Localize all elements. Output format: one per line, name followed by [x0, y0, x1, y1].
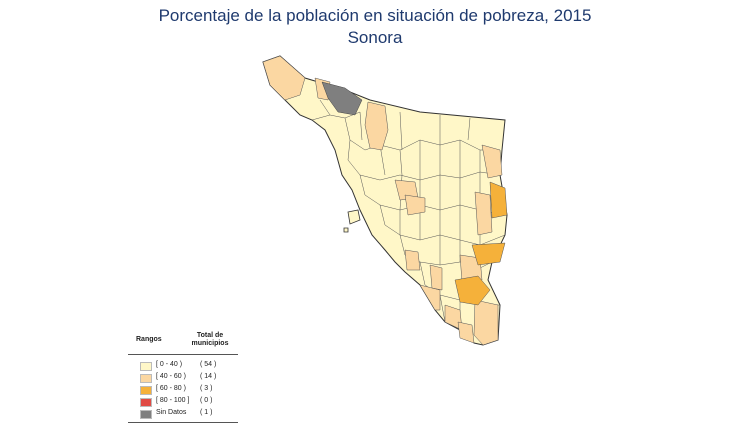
legend-divider — [128, 354, 238, 355]
class-60-80 — [454, 181, 508, 306]
legend-range: [ 60 - 80 ) — [156, 385, 186, 392]
municipality-60-80 — [454, 275, 491, 306]
municipality-60-80 — [471, 242, 506, 266]
island — [347, 209, 361, 225]
municipality-40-60 — [364, 101, 389, 151]
municipality-sin-datos — [321, 81, 363, 116]
municipality-40-60 — [404, 249, 421, 271]
legend-header: Rangos Total de municipios — [128, 330, 238, 354]
map-title: Porcentaje de la población en situación … — [158, 6, 592, 25]
legend-count: ( 0 ) — [200, 397, 213, 404]
legend-range: [ 0 - 40 ) — [156, 361, 183, 368]
legend-swatch — [140, 386, 152, 395]
legend-swatch — [140, 410, 152, 419]
municipality-40-60 — [457, 321, 475, 344]
legend-range: Sin Datos — [156, 409, 187, 416]
legend-header-total: Total de municipios — [191, 332, 229, 347]
legend-rows: [ 0 - 40 ) ( 54 ) [ 40 - 60 ) ( 14 ) [ 6… — [128, 360, 238, 420]
municipality-40-60 — [459, 254, 483, 283]
municipality-40-60 — [262, 55, 306, 101]
legend-item: Sin Datos ( 1 ) — [128, 408, 238, 420]
class-40-60 — [262, 55, 503, 346]
municipality-40-60 — [481, 144, 503, 179]
island — [343, 227, 349, 233]
legend-swatch — [140, 362, 152, 371]
legend-count: ( 54 ) — [200, 361, 217, 368]
legend-header-ranges: Rangos — [136, 336, 162, 343]
municipality-40-60 — [473, 299, 499, 346]
municipality-40-60 — [474, 191, 493, 236]
title-block: Porcentaje de la población en situación … — [0, 5, 750, 49]
municipality-40-60 — [404, 194, 426, 216]
legend-range: [ 40 - 60 ) — [156, 373, 186, 380]
legend: Rangos Total de municipios [ 0 - 40 ) ( … — [128, 330, 238, 423]
legend-item: [ 60 - 80 ) ( 3 ) — [128, 384, 238, 396]
legend-item: [ 40 - 60 ) ( 14 ) — [128, 372, 238, 384]
municipality-60-80 — [489, 181, 508, 219]
legend-count: ( 3 ) — [200, 385, 213, 392]
legend-swatch — [140, 374, 152, 383]
legend-count: ( 1 ) — [200, 409, 213, 416]
legend-item: [ 80 - 100 ] ( 0 ) — [128, 396, 238, 408]
legend-range: [ 80 - 100 ] — [156, 397, 190, 404]
legend-count: ( 14 ) — [200, 373, 217, 380]
municipality-40-60 — [429, 264, 443, 291]
map-subtitle: Sonora — [347, 28, 403, 47]
legend-swatch — [140, 398, 152, 407]
legend-item: [ 0 - 40 ) ( 54 ) — [128, 360, 238, 372]
